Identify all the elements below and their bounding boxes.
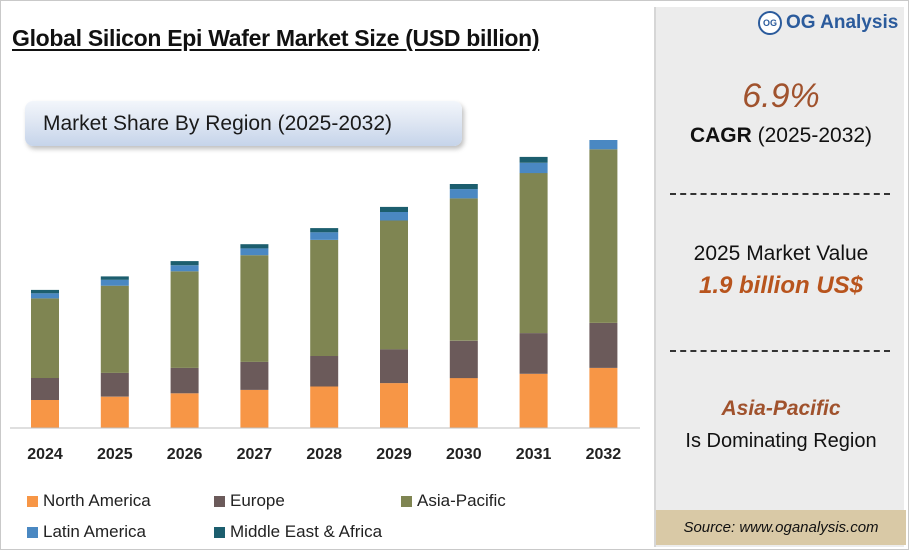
legend-item-latin-america: Latin America xyxy=(27,522,146,542)
bar-2031-north-america xyxy=(519,373,548,428)
bar-2032-north-america xyxy=(589,367,618,428)
bar-2024-north-america xyxy=(31,400,59,428)
bar-2025-europe xyxy=(100,372,129,397)
bar-2031-europe xyxy=(519,333,548,374)
legend-label-latin-america: Latin America xyxy=(43,522,146,541)
bar-2024-middle-east-and-africa xyxy=(31,289,59,294)
x-tick-2030: 2030 xyxy=(446,446,482,463)
bar-2027-north-america xyxy=(240,389,269,428)
bar-2026-europe xyxy=(170,367,199,394)
bar-2027-europe xyxy=(240,361,269,390)
og-logo-icon: OG xyxy=(758,11,782,35)
legend-swatch-latin-america xyxy=(27,526,38,538)
bar-2029-latin-america xyxy=(380,212,408,221)
bar-2028-latin-america xyxy=(310,232,339,240)
bar-2031-asia-pacific xyxy=(519,173,548,334)
chart-title: Global Silicon Epi Wafer Market Size (US… xyxy=(12,25,540,51)
legend-label-asia-pacific: Asia-Pacific xyxy=(417,491,506,510)
x-tick-2028: 2028 xyxy=(306,446,342,463)
bar-2027-latin-america xyxy=(240,248,269,256)
stacked-bar-chart: 2024 2025 2026 2027 2028 2029 2030 2031 2032 xyxy=(10,140,640,463)
bar-2032-latin-america xyxy=(589,140,618,150)
bar-2026-latin-america xyxy=(170,265,199,272)
legend-swatch-europe xyxy=(214,495,225,507)
bar-2029-europe xyxy=(380,349,408,384)
bar-2024-europe xyxy=(31,378,59,400)
bar-2029-north-america xyxy=(380,383,408,428)
bar-2028-north-america xyxy=(310,386,339,428)
legend-item-north-america: North America xyxy=(27,491,151,511)
og-analysis-logo: OG OG Analysis xyxy=(758,11,898,35)
bar-2030-middle-east-and-africa xyxy=(449,184,478,190)
legend-item-europe: Europe xyxy=(214,491,285,511)
x-tick-2029: 2029 xyxy=(376,446,412,463)
bar-2031-middle-east-and-africa xyxy=(519,156,548,163)
cagr-label: CAGR (2025-2032) xyxy=(656,124,906,148)
cagr-label-bold: CAGR xyxy=(689,124,752,147)
cagr-value: 6.9% xyxy=(742,77,820,115)
divider-2 xyxy=(670,350,890,352)
bar-2028-europe xyxy=(310,356,339,387)
legend-item-asia-pacific: Asia-Pacific xyxy=(401,491,506,511)
subtitle-banner: Market Share By Region (2025-2032) xyxy=(25,101,462,146)
source-text: Source: www.oganalysis.com xyxy=(683,519,879,536)
dominating-region: Asia-Pacific xyxy=(721,397,841,420)
bar-2026-middle-east-and-africa xyxy=(170,261,199,266)
legend-swatch-middle-east-and-africa xyxy=(214,526,225,538)
bar-2026-asia-pacific xyxy=(170,271,199,368)
x-tick-2032: 2032 xyxy=(586,446,622,463)
bar-2025-latin-america xyxy=(100,279,129,286)
bar-2030-europe xyxy=(449,340,478,379)
cagr-label-period: (2025-2032) xyxy=(751,124,873,147)
subtitle-text: Market Share By Region (2025-2032) xyxy=(43,112,393,135)
bar-2024-latin-america xyxy=(31,293,59,299)
legend: North America Europe Asia-Pacific Latin Ame… xyxy=(27,491,506,542)
x-tick-2024: 2024 xyxy=(27,446,63,463)
x-tick-2026: 2026 xyxy=(167,446,203,463)
market-value-label: 2025 Market Value xyxy=(693,242,869,265)
bar-2029-asia-pacific xyxy=(380,220,408,350)
market-value: 1.9 billion US$ xyxy=(698,272,864,299)
bar-2031-latin-america xyxy=(519,162,548,174)
logo-text: OG Analysis xyxy=(786,12,899,33)
legend-swatch-north-america xyxy=(27,495,38,507)
x-tick-2025: 2025 xyxy=(97,446,133,463)
source-bar: Source: www.oganalysis.com xyxy=(656,510,906,545)
legend-swatch-asia-pacific xyxy=(401,495,412,507)
bar-2027-asia-pacific xyxy=(240,255,269,362)
legend-label-middle-east-and-africa: Middle East & Africa xyxy=(230,522,383,541)
summary-panel: OG OG Analysis 6.9% CAGR (2025-2032) 202… xyxy=(654,7,906,547)
legend-label-europe: Europe xyxy=(230,491,285,510)
dominating-region-label: Is Dominating Region xyxy=(685,430,877,452)
bars-group xyxy=(31,140,618,428)
legend-item-middle-east-and-africa: Middle East & Africa xyxy=(214,522,382,542)
bar-2026-north-america xyxy=(170,393,199,428)
bar-2028-middle-east-and-africa xyxy=(310,228,339,233)
bar-2025-middle-east-and-africa xyxy=(100,276,129,280)
bar-2030-latin-america xyxy=(449,189,478,199)
bar-2024-asia-pacific xyxy=(31,298,59,378)
divider-1 xyxy=(670,193,890,195)
x-tick-labels: 2024 2025 2026 2027 2028 2029 2030 2031 2032 xyxy=(27,446,621,463)
bar-2029-middle-east-and-africa xyxy=(380,206,408,212)
bar-2030-asia-pacific xyxy=(449,198,478,341)
bar-2025-asia-pacific xyxy=(100,285,129,373)
bar-2032-asia-pacific xyxy=(589,149,618,323)
bar-2027-middle-east-and-africa xyxy=(240,244,269,249)
bar-2032-europe xyxy=(589,323,618,368)
x-tick-2031: 2031 xyxy=(516,446,552,463)
bar-2025-north-america xyxy=(100,396,129,428)
bar-2028-asia-pacific xyxy=(310,240,339,356)
x-tick-2027: 2027 xyxy=(237,446,273,463)
bar-2030-north-america xyxy=(449,378,478,428)
legend-label-north-america: North America xyxy=(43,491,151,510)
